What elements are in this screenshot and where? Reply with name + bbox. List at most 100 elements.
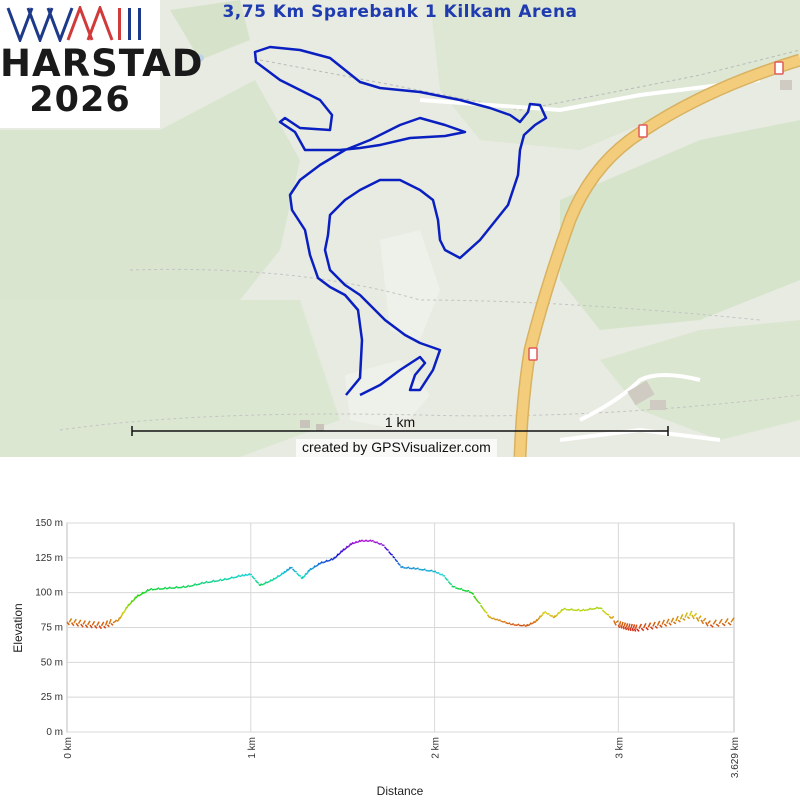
elevation-segment [436, 572, 439, 575]
y-tick-label: 50 m [41, 657, 63, 668]
elevation-segment [374, 541, 377, 544]
elevation-segment [455, 587, 458, 590]
elevation-segment [508, 622, 511, 625]
elevation-segment [682, 617, 686, 621]
logo-line-year: 2026 [29, 80, 131, 120]
elevation-segment [136, 594, 140, 598]
elevation-segment [247, 572, 251, 576]
elevation-segment [103, 625, 107, 629]
chart-grid [67, 522, 734, 733]
elevation-segment [130, 600, 133, 604]
elevation-segment [705, 621, 709, 627]
elevation-segment [311, 567, 315, 570]
elevation-segment [440, 573, 442, 576]
elevation-segment [324, 559, 328, 563]
elevation-segment [197, 583, 201, 586]
elevation-segment [211, 579, 215, 583]
elevation-segment [345, 545, 348, 549]
elevation-segment [255, 581, 259, 584]
elevation-segment [270, 579, 274, 582]
elevation-segment [93, 624, 98, 629]
route-map[interactable]: HARSTAD 2026 3,75 Km Sparebank 1 Kilkam … [0, 0, 800, 457]
elevation-segment [310, 567, 313, 571]
elevation-segment [525, 623, 529, 627]
elevation-segment [279, 574, 282, 577]
elevation-segment [75, 622, 80, 627]
elevation-segment [389, 552, 392, 556]
elevation-segment [373, 540, 376, 543]
elevation-segment [715, 623, 720, 628]
elevation-segment [181, 585, 185, 589]
route-track[interactable] [253, 45, 548, 397]
elevation-segment [663, 623, 668, 627]
elevation-segment [576, 608, 580, 612]
elevation-segment [156, 587, 160, 590]
elevation-segment [527, 624, 530, 627]
elevation-segment [218, 578, 222, 582]
y-tick-labels: 0 m 25 m 50 m 75 m 100 m 125 m 150 m [35, 518, 63, 738]
elevation-segment [479, 604, 484, 609]
elevation-segment [229, 576, 233, 580]
elevation-segment [718, 618, 723, 625]
elevation-segment [684, 612, 688, 618]
elevation-segment [679, 613, 684, 620]
elevation-segment [492, 617, 495, 620]
elevation-segment [174, 585, 178, 589]
elevation-segment [695, 617, 700, 622]
elevation-segment [448, 582, 452, 585]
elevation-segment [721, 622, 726, 627]
elevation-segment [297, 574, 301, 577]
elevation-segment [702, 617, 707, 622]
map-credit[interactable]: created by GPSVisualizer.com [296, 439, 497, 457]
elevation-segment [429, 569, 433, 572]
elevation-segment [636, 628, 640, 632]
elevation-segment [259, 583, 263, 587]
route-layer [253, 45, 548, 397]
elevation-segment [638, 623, 643, 629]
elevation-segment [599, 607, 603, 610]
elevation-segment [316, 564, 319, 567]
elevation-segment [262, 582, 266, 585]
elevation-segment [280, 572, 284, 576]
elevation-segment [397, 562, 400, 565]
elevation-segment [304, 572, 307, 576]
elevation-segment [560, 608, 563, 612]
elevation-segment [545, 612, 548, 615]
elevation-segment [532, 620, 536, 624]
elevation-segment [625, 623, 629, 628]
elevation-segment [138, 594, 141, 597]
elevation-segment [626, 627, 630, 631]
elevation-segment [691, 614, 695, 620]
elevation-segment [451, 585, 454, 588]
elevation-segment [555, 614, 559, 617]
elevation-segment [615, 619, 619, 624]
elevation-segment [87, 620, 91, 626]
elevation-segment [444, 576, 447, 580]
elevation-segment [128, 603, 131, 606]
elevation-segment [317, 562, 320, 566]
elevation-segment [335, 555, 338, 558]
elevation-segment [445, 578, 448, 581]
elevation-segment [693, 612, 698, 617]
elevation-segment [650, 626, 654, 630]
elevation-segment [98, 625, 103, 630]
elevation-segment [308, 567, 312, 571]
elevation-segment [623, 622, 627, 627]
elevation-segment [709, 624, 714, 628]
elevation-segment [629, 627, 632, 632]
elevation-segment [632, 624, 636, 629]
elevation-segment [68, 618, 73, 623]
elevation-segment [457, 587, 461, 590]
elevation-segment [553, 614, 556, 619]
elevation-segment [461, 589, 465, 592]
elevation-segment [399, 565, 403, 569]
elevation-segment [383, 546, 387, 549]
elevation-segment [375, 541, 379, 544]
elevation-segment [192, 583, 197, 587]
elevation-segment [84, 624, 89, 629]
elevation-segment [604, 611, 608, 615]
elevation-segment [621, 621, 624, 626]
elevation-segment [675, 615, 679, 622]
elevation-segment [89, 624, 93, 629]
elevation-segment [339, 550, 343, 554]
